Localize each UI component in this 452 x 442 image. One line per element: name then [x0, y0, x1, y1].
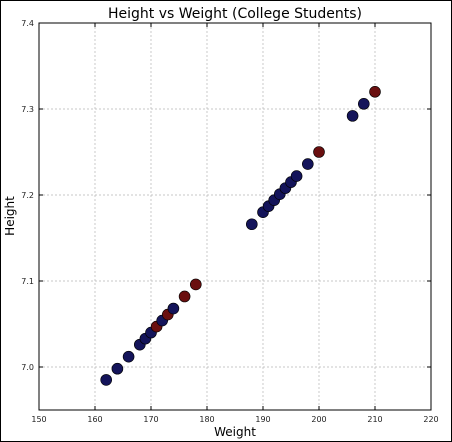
y-tick-label: 7.4	[21, 19, 34, 28]
data-point-navy	[122, 350, 135, 363]
y-tick-label: 7.3	[21, 105, 34, 114]
y-tick-label: 7.1	[21, 277, 34, 286]
x-tick-label: 200	[311, 415, 326, 424]
x-tick-label: 190	[255, 415, 270, 424]
x-tick-label: 210	[367, 415, 382, 424]
tick-labels: 150 160 170 180 190 200 210 220 7.0 7.1 7.2 7.3 7.4	[21, 19, 438, 424]
data-point-maroon	[369, 86, 381, 98]
x-tick-label: 150	[31, 415, 46, 424]
data-point-navy	[290, 170, 303, 182]
x-tick-label: 180	[199, 415, 214, 424]
data-point-maroon	[190, 278, 202, 291]
y-tick-label: 7.2	[21, 191, 34, 200]
data-point-navy	[357, 98, 370, 110]
y-tick-label: 7.0	[21, 363, 34, 372]
plot-area	[38, 22, 432, 411]
data-point-navy	[246, 218, 258, 231]
data-point-maroon	[178, 290, 191, 303]
data-points	[100, 86, 381, 386]
x-axis-label: Weight	[214, 425, 256, 439]
tick-marks	[38, 22, 432, 410]
chart-title: Height vs Weight (College Students)	[108, 6, 362, 22]
data-point-navy	[111, 362, 124, 375]
data-point-navy	[346, 110, 359, 122]
data-point-navy	[167, 302, 180, 315]
x-tick-label: 220	[423, 415, 438, 424]
x-tick-label: 170	[143, 415, 158, 424]
data-point-maroon	[313, 146, 325, 158]
data-point-navy	[301, 158, 314, 170]
x-tick-label: 160	[87, 415, 102, 424]
y-axis-label: Height	[3, 196, 17, 236]
data-point-navy	[100, 374, 112, 386]
